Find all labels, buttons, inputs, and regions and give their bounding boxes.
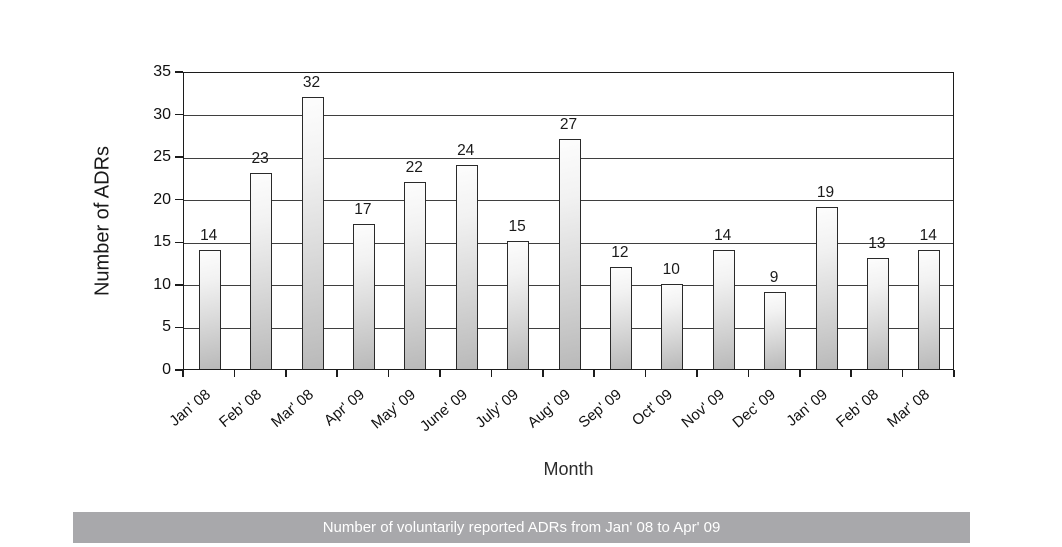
bar-value-label: 23 <box>251 150 269 168</box>
bar-value-label: 12 <box>611 243 629 261</box>
bar-jan-08 <box>198 249 221 369</box>
x-tick-mark-0 <box>182 370 184 377</box>
y-tick-mark-10 <box>175 284 183 286</box>
bar-value-label: 10 <box>662 260 680 278</box>
y-tick-mark-0 <box>175 369 183 371</box>
y-tick-label-5: 5 <box>162 318 171 336</box>
x-tick-mark-9 <box>644 370 647 377</box>
y-tick-label-35: 35 <box>153 63 171 80</box>
y-tick-mark-35 <box>175 71 183 73</box>
y-tick-label-30: 30 <box>153 105 171 123</box>
figure-caption-bar: Number of voluntarily reported ADRs from… <box>73 512 970 543</box>
bar-value-label: 17 <box>354 201 372 219</box>
bar-value-label: 13 <box>868 235 886 253</box>
bar-value-label: 15 <box>508 218 526 236</box>
bar-oct-09 <box>661 283 684 369</box>
bar-may-09 <box>404 181 427 369</box>
y-tick-label-25: 25 <box>153 148 171 166</box>
x-tick-mark-6 <box>490 370 493 377</box>
bar-mar-08 <box>918 249 941 369</box>
x-tick-mark-7 <box>542 370 544 377</box>
y-tick-mark-25 <box>175 156 183 158</box>
x-tick-mark-1 <box>233 370 236 377</box>
bar-aug-09 <box>558 139 581 369</box>
bar-value-label: 27 <box>559 116 578 134</box>
bar-value-label: 14 <box>919 226 937 244</box>
x-tick-mark-2 <box>285 370 287 377</box>
bar-value-label: 14 <box>200 226 218 244</box>
bar-feb-08 <box>866 258 889 369</box>
bar-nov-09 <box>712 249 735 369</box>
figure-caption-text: Number of voluntarily reported ADRs from… <box>322 519 721 536</box>
bar-dec-09 <box>764 292 787 369</box>
bar-feb-08 <box>250 173 273 369</box>
y-tick-label-20: 20 <box>153 190 171 208</box>
gridline-y-30 <box>184 115 953 117</box>
y-tick-label-15: 15 <box>153 233 171 251</box>
x-tick-mark-15 <box>953 370 955 377</box>
x-axis-title: Month <box>543 459 594 479</box>
x-tick-mark-11 <box>747 370 750 377</box>
bar-june-09 <box>455 164 478 369</box>
y-axis-title: Number of ADRs <box>91 145 114 297</box>
y-tick-mark-30 <box>175 113 183 116</box>
x-tick-mark-4 <box>387 370 390 377</box>
x-tick-mark-12 <box>799 370 801 377</box>
y-tick-label-10: 10 <box>153 275 171 293</box>
bar-jan-09 <box>815 207 838 369</box>
bar-apr-09 <box>352 224 375 369</box>
x-tick-mark-5 <box>439 370 441 377</box>
bar-mar-08 <box>301 96 324 369</box>
x-tick-mark-8 <box>593 370 595 377</box>
bar-value-label: 22 <box>405 158 423 176</box>
y-tick-label-0: 0 <box>162 361 171 378</box>
y-tick-mark-15 <box>175 241 183 244</box>
bar-value-label: 32 <box>302 73 321 91</box>
y-tick-mark-20 <box>175 198 183 201</box>
x-tick-mark-10 <box>696 370 698 377</box>
plot-area <box>183 72 954 370</box>
x-tick-mark-13 <box>850 370 852 377</box>
x-tick-mark-14 <box>901 370 904 377</box>
bar-value-label: 19 <box>816 184 835 202</box>
y-tick-mark-5 <box>175 326 183 329</box>
bar-july-09 <box>507 241 530 369</box>
bar-sep-09 <box>609 266 632 369</box>
bar-value-label: 14 <box>714 226 732 244</box>
x-tick-mark-3 <box>336 370 338 377</box>
bar-value-label: 9 <box>769 269 779 287</box>
bar-value-label: 24 <box>457 141 475 159</box>
